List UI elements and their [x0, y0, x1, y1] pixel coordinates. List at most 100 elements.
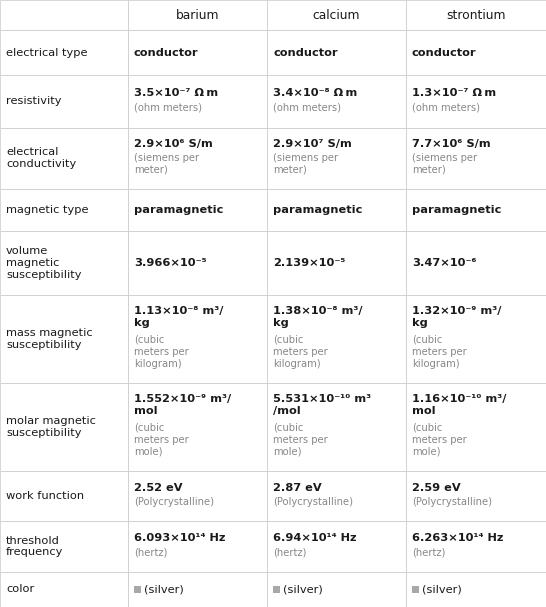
Text: (silver): (silver) — [422, 585, 462, 594]
Bar — [0, 0, 128, 30]
Bar — [0, 231, 128, 295]
Text: 2.52 eV: 2.52 eV — [134, 483, 182, 493]
Text: barium: barium — [176, 8, 219, 22]
Bar — [0, 295, 128, 383]
Text: resistivity: resistivity — [6, 97, 62, 106]
Text: (ohm meters): (ohm meters) — [273, 102, 341, 112]
Text: (cubic
meters per
kilogram): (cubic meters per kilogram) — [273, 334, 328, 368]
Text: threshold
frequency: threshold frequency — [6, 536, 63, 557]
Text: 6.263×10¹⁴ Hz: 6.263×10¹⁴ Hz — [412, 534, 503, 543]
Bar — [412, 586, 419, 593]
Bar — [406, 127, 546, 189]
Bar — [406, 30, 546, 75]
Text: (hertz): (hertz) — [412, 548, 446, 557]
Text: 1.3×10⁻⁷ Ω m: 1.3×10⁻⁷ Ω m — [412, 88, 496, 98]
Text: electrical type: electrical type — [6, 48, 87, 58]
Bar — [406, 521, 546, 572]
Text: 2.139×10⁻⁵: 2.139×10⁻⁵ — [273, 258, 346, 268]
Bar — [406, 231, 546, 295]
Bar — [128, 471, 267, 521]
Text: 1.16×10⁻¹⁰ m³/
mol: 1.16×10⁻¹⁰ m³/ mol — [412, 394, 506, 416]
Text: 1.32×10⁻⁹ m³/
kg: 1.32×10⁻⁹ m³/ kg — [412, 307, 501, 328]
Bar — [128, 0, 267, 30]
Text: paramagnetic: paramagnetic — [412, 205, 501, 215]
Text: molar magnetic
susceptibility: molar magnetic susceptibility — [6, 416, 96, 438]
Bar — [0, 521, 128, 572]
Text: volume
magnetic
susceptibility: volume magnetic susceptibility — [6, 246, 81, 280]
Text: 3.47×10⁻⁶: 3.47×10⁻⁶ — [412, 258, 477, 268]
Text: (silver): (silver) — [144, 585, 184, 594]
Text: work function: work function — [6, 491, 84, 501]
Text: (siemens per
meter): (siemens per meter) — [412, 153, 477, 175]
Text: conductor: conductor — [273, 48, 337, 58]
Text: 3.966×10⁻⁵: 3.966×10⁻⁵ — [134, 258, 206, 268]
Text: conductor: conductor — [134, 48, 199, 58]
Text: magnetic type: magnetic type — [6, 205, 88, 215]
Bar — [0, 30, 128, 75]
Text: (Polycrystalline): (Polycrystalline) — [273, 497, 353, 507]
Text: (siemens per
meter): (siemens per meter) — [273, 153, 338, 175]
Text: 5.531×10⁻¹⁰ m³
/mol: 5.531×10⁻¹⁰ m³ /mol — [273, 394, 371, 416]
Bar — [128, 295, 267, 383]
Bar — [128, 572, 267, 607]
Text: (cubic
meters per
mole): (cubic meters per mole) — [273, 422, 328, 456]
Bar — [267, 75, 406, 127]
Text: mass magnetic
susceptibility: mass magnetic susceptibility — [6, 328, 93, 350]
Text: 3.5×10⁻⁷ Ω m: 3.5×10⁻⁷ Ω m — [134, 88, 218, 98]
Text: (Polycrystalline): (Polycrystalline) — [134, 497, 214, 507]
Text: (siemens per
meter): (siemens per meter) — [134, 153, 199, 175]
Text: (hertz): (hertz) — [273, 548, 306, 557]
Bar — [267, 30, 406, 75]
Bar — [273, 586, 280, 593]
Text: 2.59 eV: 2.59 eV — [412, 483, 461, 493]
Bar — [0, 127, 128, 189]
Bar — [267, 471, 406, 521]
Bar — [406, 295, 546, 383]
Text: calcium: calcium — [313, 8, 360, 22]
Bar — [406, 0, 546, 30]
Bar — [406, 383, 546, 471]
Bar — [0, 572, 128, 607]
Bar — [267, 231, 406, 295]
Bar — [128, 383, 267, 471]
Text: 7.7×10⁶ S/m: 7.7×10⁶ S/m — [412, 138, 491, 149]
Bar — [128, 189, 267, 231]
Text: 6.093×10¹⁴ Hz: 6.093×10¹⁴ Hz — [134, 534, 225, 543]
Text: 2.9×10⁷ S/m: 2.9×10⁷ S/m — [273, 138, 352, 149]
Text: (Polycrystalline): (Polycrystalline) — [412, 497, 492, 507]
Bar — [0, 471, 128, 521]
Bar — [128, 231, 267, 295]
Bar — [134, 586, 141, 593]
Bar — [267, 295, 406, 383]
Text: paramagnetic: paramagnetic — [134, 205, 223, 215]
Text: 3.4×10⁻⁸ Ω m: 3.4×10⁻⁸ Ω m — [273, 88, 357, 98]
Bar — [0, 383, 128, 471]
Text: (cubic
meters per
kilogram): (cubic meters per kilogram) — [134, 334, 189, 368]
Bar — [128, 127, 267, 189]
Bar — [0, 75, 128, 127]
Text: 2.9×10⁶ S/m: 2.9×10⁶ S/m — [134, 138, 213, 149]
Bar — [406, 75, 546, 127]
Bar — [406, 471, 546, 521]
Bar — [267, 189, 406, 231]
Bar — [267, 521, 406, 572]
Text: (ohm meters): (ohm meters) — [412, 102, 480, 112]
Text: electrical
conductivity: electrical conductivity — [6, 148, 76, 169]
Text: 2.87 eV: 2.87 eV — [273, 483, 322, 493]
Text: strontium: strontium — [446, 8, 506, 22]
Bar — [128, 75, 267, 127]
Text: (cubic
meters per
kilogram): (cubic meters per kilogram) — [412, 334, 467, 368]
Bar — [267, 127, 406, 189]
Text: (silver): (silver) — [283, 585, 323, 594]
Text: 1.552×10⁻⁹ m³/
mol: 1.552×10⁻⁹ m³/ mol — [134, 394, 231, 416]
Text: (ohm meters): (ohm meters) — [134, 102, 202, 112]
Bar — [267, 383, 406, 471]
Text: (cubic
meters per
mole): (cubic meters per mole) — [134, 422, 189, 456]
Bar — [406, 189, 546, 231]
Bar — [0, 189, 128, 231]
Text: (hertz): (hertz) — [134, 548, 168, 557]
Text: (cubic
meters per
mole): (cubic meters per mole) — [412, 422, 467, 456]
Text: paramagnetic: paramagnetic — [273, 205, 363, 215]
Text: 1.13×10⁻⁸ m³/
kg: 1.13×10⁻⁸ m³/ kg — [134, 307, 223, 328]
Text: 1.38×10⁻⁸ m³/
kg: 1.38×10⁻⁸ m³/ kg — [273, 307, 363, 328]
